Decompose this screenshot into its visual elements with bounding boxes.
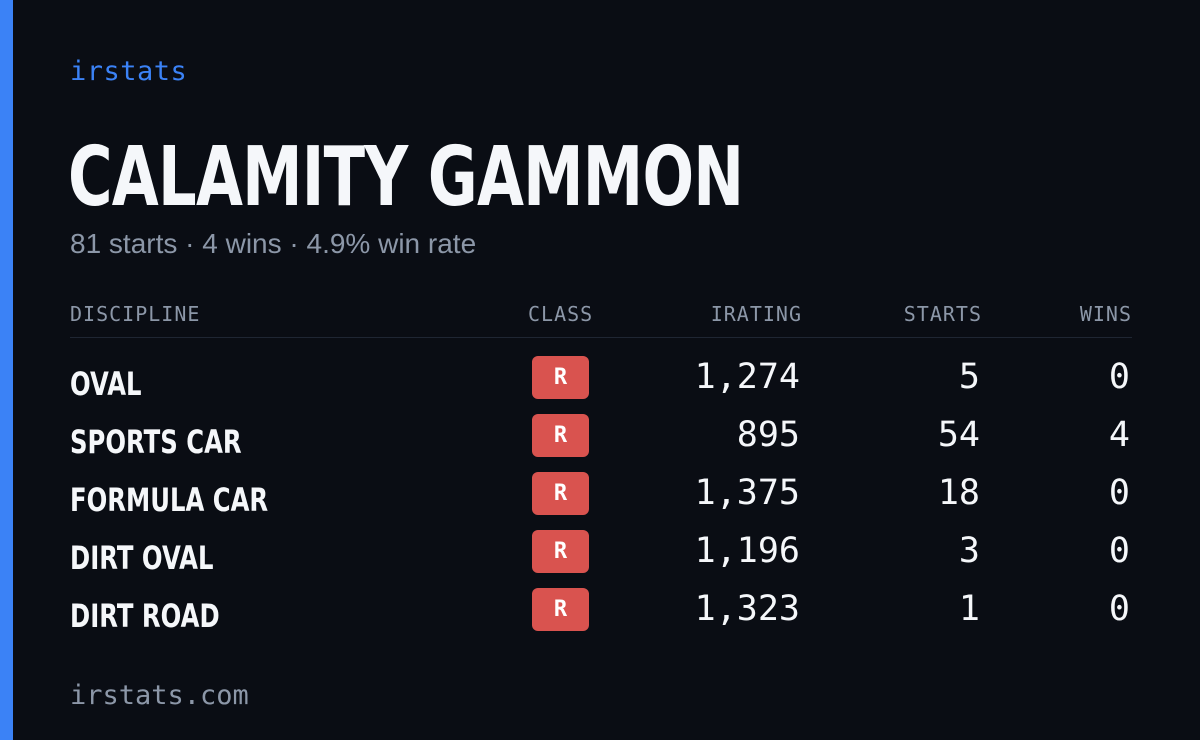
accent-bar [0, 0, 13, 740]
table-body: OVAL R 1,274 5 0 SPORTS CAR R 895 54 4 F… [70, 353, 1132, 643]
discipline-name: FORMULA CAR [70, 481, 269, 519]
discipline-table: DISCIPLINE CLASS IRATING STARTS WINS OVA… [70, 296, 1132, 643]
license-class-badge: R [532, 356, 589, 399]
header-discipline: DISCIPLINE [70, 302, 201, 326]
discipline-name: DIRT ROAD [70, 597, 220, 635]
wins-value: 0 [1108, 473, 1130, 513]
starts-value: 18 [937, 473, 980, 513]
table-header: DISCIPLINE CLASS IRATING STARTS WINS [70, 296, 1132, 338]
irating-value: 1,196 [694, 531, 800, 571]
discipline-name: OVAL [70, 365, 142, 403]
wins-value: 0 [1108, 357, 1130, 397]
header-wins: WINS [1079, 302, 1132, 326]
starts-value: 3 [958, 531, 980, 571]
wins-value: 0 [1108, 531, 1130, 571]
starts-value: 5 [958, 357, 980, 397]
wins-value: 4 [1108, 415, 1130, 455]
table-row: FORMULA CAR R 1,375 18 0 [70, 469, 1132, 527]
irating-value: 1,274 [694, 357, 800, 397]
starts-value: 1 [958, 589, 980, 629]
header-irating: IRATING [710, 302, 802, 326]
brand-logo-text: irstats [70, 56, 188, 87]
irating-value: 895 [736, 415, 800, 455]
header-starts: STARTS [903, 302, 982, 326]
license-class-badge: R [532, 414, 589, 457]
driver-summary: 81 starts · 4 wins · 4.9% win rate [70, 228, 477, 259]
license-class-badge: R [532, 472, 589, 515]
driver-name: CALAMITY GAMMON [68, 130, 744, 225]
table-row: DIRT ROAD R 1,323 1 0 [70, 585, 1132, 643]
footer-url: irstats.com [70, 680, 249, 711]
table-row: SPORTS CAR R 895 54 4 [70, 411, 1132, 469]
license-class-badge: R [532, 530, 589, 573]
irating-value: 1,323 [694, 589, 800, 629]
table-row: DIRT OVAL R 1,196 3 0 [70, 527, 1132, 585]
irating-value: 1,375 [694, 473, 800, 513]
discipline-name: SPORTS CAR [70, 423, 242, 461]
header-class: CLASS [528, 302, 594, 326]
starts-value: 54 [937, 415, 980, 455]
wins-value: 0 [1108, 589, 1130, 629]
discipline-name: DIRT OVAL [70, 539, 214, 577]
table-row: OVAL R 1,274 5 0 [70, 353, 1132, 411]
license-class-badge: R [532, 588, 589, 631]
